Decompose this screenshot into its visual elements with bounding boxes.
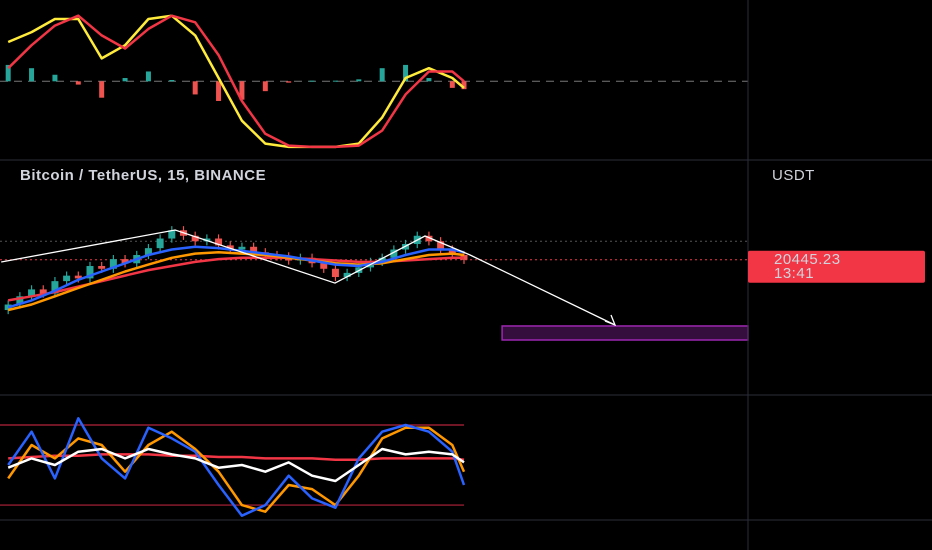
candle-body [39, 289, 47, 294]
candle-body [86, 266, 94, 279]
candle-body [320, 263, 328, 269]
histogram-bar [379, 68, 385, 82]
candle-body [437, 241, 445, 250]
candle-body [63, 275, 71, 282]
candle-body [144, 248, 152, 256]
candle-body [390, 249, 398, 258]
histogram-bar [449, 81, 455, 88]
histogram-bar [169, 80, 175, 82]
indicator-line [7, 447, 465, 483]
histogram-bar [122, 78, 128, 82]
histogram-bar [52, 74, 58, 82]
histogram-bar [216, 81, 222, 101]
candle-body [74, 275, 82, 279]
candle-body [425, 235, 433, 242]
histogram-bar [75, 81, 81, 85]
histogram-bar [356, 79, 362, 82]
candle-body [109, 259, 117, 269]
unit-label: USDT [772, 167, 815, 184]
histogram-bar [192, 81, 198, 95]
histogram-bar [29, 68, 35, 82]
histogram-bar [262, 81, 268, 92]
histogram-bar [239, 81, 245, 100]
histogram-bar [403, 64, 409, 82]
indicator-line [7, 426, 466, 513]
candle-body [168, 230, 176, 239]
candle-body [226, 245, 234, 250]
candle-body [215, 238, 223, 246]
histogram-bar [145, 71, 151, 82]
indicator-line [7, 245, 465, 309]
labels: Bitcoin / TetherUS, 15, BINANCE USDT 20445… [20, 165, 930, 283]
candle-body [16, 296, 24, 305]
histogram-bar [99, 81, 105, 98]
histogram-bar [286, 81, 292, 83]
indicator-line [7, 14, 465, 149]
histogram-bar [309, 80, 315, 82]
countdown-label: 13:41 [774, 265, 814, 282]
candle-body [156, 238, 164, 249]
candle-body [98, 266, 106, 269]
target-zone [501, 325, 749, 341]
candle-body [378, 257, 386, 262]
histogram-bar [332, 80, 338, 82]
last-price-label: 20445.23 [774, 251, 841, 268]
unit-bg [760, 165, 930, 189]
candle-body [51, 281, 59, 294]
marks [0, 14, 749, 517]
indicator-line [7, 251, 465, 312]
candle-body [28, 289, 36, 297]
candle-body [448, 249, 456, 256]
indicator-line [7, 14, 465, 149]
candle-body [4, 304, 12, 311]
candle-body [343, 272, 351, 278]
arrow-head [604, 314, 617, 327]
candle-body [238, 246, 246, 250]
candle-body [121, 259, 129, 264]
last-price-box [748, 250, 925, 283]
pattern-line [1, 229, 616, 326]
histogram-bar [461, 81, 467, 90]
candle-body [191, 235, 199, 242]
histogram-bar [5, 64, 11, 82]
indicator-line [8, 453, 465, 461]
indicator-line [7, 417, 466, 517]
histogram-bar [426, 78, 432, 82]
chart-title: Bitcoin / TetherUS, 15, BINANCE [20, 167, 266, 184]
candle-body [250, 246, 258, 253]
candle-body [331, 268, 339, 278]
